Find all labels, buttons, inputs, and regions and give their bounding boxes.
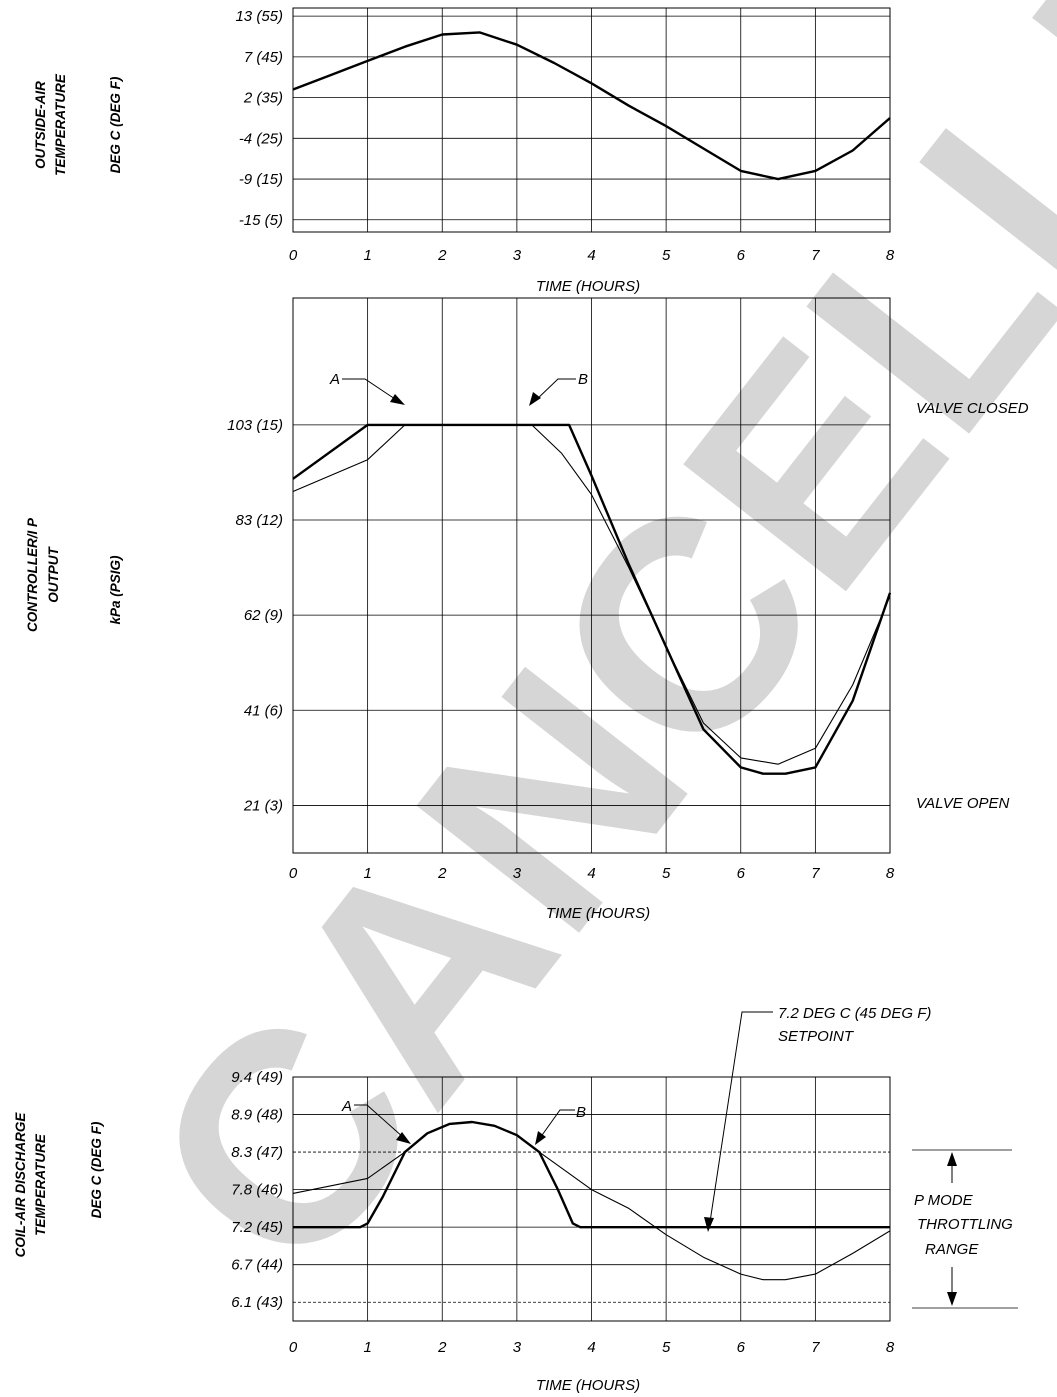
setpoint-label-line2: SETPOINT bbox=[778, 1028, 855, 1045]
chart3-ylabel-line1: COIL-AIR DISCHARGE bbox=[13, 1112, 28, 1258]
chart2-y-tick-label: 62 (9) bbox=[244, 607, 283, 624]
annotation-a-bottom-arrowhead bbox=[396, 1132, 411, 1144]
chart3-y-tick-label: 7.8 (46) bbox=[231, 1182, 283, 1199]
chart1-x-tick-label: 8 bbox=[886, 247, 895, 264]
chart1-ylabel-line1: OUTSIDE-AIR bbox=[33, 81, 48, 169]
chart2-ylabel-line2: OUTPUT bbox=[46, 546, 61, 603]
chart1-x-tick-label: 4 bbox=[587, 247, 595, 264]
chart3-x-tick-label: 3 bbox=[513, 1339, 522, 1356]
chart3-xlabel: TIME (HOURS) bbox=[536, 1377, 640, 1394]
coil-discharge-temperature-chart: COIL-AIR DISCHARGE TEMPERATURE DEG C (DE… bbox=[13, 1005, 1018, 1394]
chart1-y-tick-label: -9 (15) bbox=[239, 171, 283, 188]
range-label-line2: THROTTLING bbox=[917, 1216, 1013, 1233]
chart1-y-tick-label: 2 (35) bbox=[243, 90, 283, 107]
annotation-a-bottom: A bbox=[341, 1098, 411, 1144]
throttling-range-indicator: P MODE THROTTLING RANGE bbox=[912, 1149, 1018, 1309]
chart2-x-tick-label: 3 bbox=[513, 865, 522, 882]
chart1-x-tick-label: 0 bbox=[289, 247, 298, 264]
chart2-ylabel-line1: CONTROLLER/I P bbox=[25, 517, 40, 632]
chart1-ylabel-line2: TEMPERATURE bbox=[53, 73, 68, 176]
chart3-x-tick-label: 2 bbox=[437, 1339, 447, 1356]
valve-closed-label: VALVE CLOSED bbox=[916, 400, 1029, 417]
chart2-y-tick-label: 41 (6) bbox=[244, 702, 283, 719]
chart2-y-tick-label: 103 (15) bbox=[227, 417, 283, 434]
chart1-xlabel: TIME (HOURS) bbox=[536, 278, 640, 295]
chart1-y-tick-label: 7 (45) bbox=[244, 49, 283, 66]
chart3-y-tick-label: 6.1 (43) bbox=[231, 1294, 283, 1311]
chart2-x-tick-label: 8 bbox=[886, 865, 895, 882]
chart2-y-tick-label: 21 (3) bbox=[243, 797, 283, 814]
annotation-a-label: A bbox=[329, 371, 340, 388]
chart2-x-tick-label: 7 bbox=[811, 865, 820, 882]
setpoint-label-line1: 7.2 DEG C (45 DEG F) bbox=[778, 1005, 931, 1022]
chart1-x-tick-label: 5 bbox=[662, 247, 671, 264]
controller-output-chart: CONTROLLER/I P OUTPUT kPa (PSIG) 0 1 2 3 4 5 6… bbox=[25, 297, 1029, 922]
chart3-y-tick-label: 9.4 (49) bbox=[231, 1069, 283, 1086]
chart2-x-tick-label: 0 bbox=[289, 865, 298, 882]
outside-air-temperature-chart: OUTSIDE-AIR TEMPERATURE DEG C (DEG F) 0 1… bbox=[33, 7, 895, 295]
chart1-x-tick-label: 3 bbox=[513, 247, 522, 264]
chart3-x-tick-label: 5 bbox=[662, 1339, 671, 1356]
chart2-x-tick-label: 6 bbox=[737, 865, 746, 882]
annotation-b: B bbox=[529, 371, 588, 406]
annotation-b-bottom: B bbox=[535, 1104, 586, 1145]
chart2-x-tick-label: 4 bbox=[587, 865, 595, 882]
annotation-a: A bbox=[329, 371, 405, 405]
chart2-x-tick-label: 2 bbox=[437, 865, 447, 882]
chart3-ylabel-line2: TEMPERATURE bbox=[33, 1133, 48, 1236]
chart3-yunit: DEG C (DEG F) bbox=[89, 1121, 104, 1218]
throttling-range-arrow-down bbox=[947, 1292, 957, 1306]
chart2-x-tick-label: 5 bbox=[662, 865, 671, 882]
chart3-y-tick-label: 8.3 (47) bbox=[231, 1144, 283, 1161]
chart3-x-tick-label: 7 bbox=[811, 1339, 820, 1356]
annotation-a-arrowhead bbox=[390, 394, 405, 405]
annotation-b-bottom-label: B bbox=[576, 1104, 586, 1121]
range-label-line1: P MODE bbox=[914, 1192, 974, 1209]
chart3-y-tick-label: 6.7 (44) bbox=[231, 1257, 283, 1274]
chart2-yunit: kPa (PSIG) bbox=[108, 555, 123, 625]
chart1-y-tick-label: -15 (5) bbox=[239, 212, 283, 229]
annotation-b-label: B bbox=[578, 371, 588, 388]
throttling-range-arrow-up bbox=[947, 1152, 957, 1166]
chart2-y-tick-label: 83 (12) bbox=[235, 512, 283, 529]
chart1-x-tick-label: 6 bbox=[737, 247, 746, 264]
setpoint-arrowhead bbox=[704, 1217, 714, 1232]
chart2-series-thin-line bbox=[292, 424, 891, 765]
chart3-x-tick-label: 1 bbox=[363, 1339, 371, 1356]
chart1-x-tick-label: 2 bbox=[437, 247, 447, 264]
chart3-y-tick-label: 7.2 (45) bbox=[231, 1219, 283, 1236]
chart2-x-tick-label: 1 bbox=[363, 865, 371, 882]
chart1-x-tick-label: 7 bbox=[811, 247, 820, 264]
chart3-x-tick-label: 6 bbox=[737, 1339, 746, 1356]
annotation-b-bottom-arrowhead bbox=[535, 1131, 546, 1145]
chart3-series-thin-line bbox=[292, 1121, 891, 1281]
chart3-x-tick-label: 0 bbox=[289, 1339, 298, 1356]
chart1-x-tick-label: 1 bbox=[363, 247, 371, 264]
chart3-y-tick-label: 8.9 (48) bbox=[231, 1107, 283, 1124]
chart3-x-tick-label: 4 bbox=[587, 1339, 595, 1356]
valve-open-label: VALVE OPEN bbox=[916, 795, 1010, 812]
chart2-xlabel: TIME (HOURS) bbox=[546, 905, 650, 922]
watermark-text: CANCELLED bbox=[86, 0, 1057, 1329]
chart1-series-thick-line bbox=[292, 31, 891, 181]
annotation-b-arrowhead bbox=[529, 392, 541, 406]
chart3-x-tick-label: 8 bbox=[886, 1339, 895, 1356]
chart1-y-tick-label: 13 (55) bbox=[235, 8, 283, 25]
chart1-yunit: DEG C (DEG F) bbox=[108, 76, 123, 173]
range-label-line3: RANGE bbox=[925, 1241, 979, 1258]
chart1-y-tick-label: -4 (25) bbox=[239, 130, 283, 147]
setpoint-callout: 7.2 DEG C (45 DEG F) SETPOINT bbox=[704, 1005, 931, 1232]
annotation-a-bottom-label: A bbox=[341, 1098, 352, 1115]
